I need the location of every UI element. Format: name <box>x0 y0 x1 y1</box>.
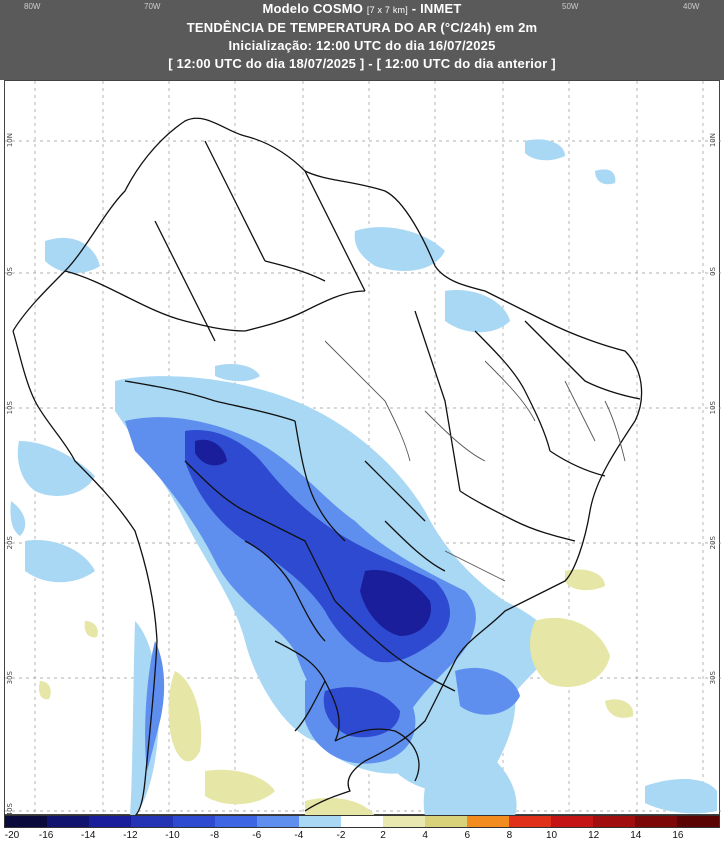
colorbar-bin <box>131 816 173 827</box>
internal-borders <box>324 340 626 582</box>
model-resolution: [7 x 7 km] <box>366 5 408 15</box>
model-org: - INMET <box>411 1 462 16</box>
colorbar-bin <box>257 816 299 827</box>
colorbar-tick-label: -6 <box>252 830 262 841</box>
colorbar-tick-label: 8 <box>506 830 513 841</box>
colorbar-bin <box>299 816 341 827</box>
subtitle: TENDÊNCIA DE TEMPERATURA DO AR (°C/24h) … <box>186 20 538 35</box>
lat-label-20s: 20S <box>6 536 14 550</box>
colorbar-tick-label: 14 <box>630 830 642 841</box>
colorbar-bin <box>173 816 215 827</box>
colorbar-tick-label: -20 <box>4 830 20 841</box>
colorbar-tick-label: 4 <box>422 830 428 841</box>
colorbar-bin <box>635 816 677 827</box>
lon-label-80w: 80W <box>24 2 41 11</box>
colorbar-tick-label: 6 <box>464 830 471 841</box>
colorbar-tick-label: -4 <box>294 830 304 841</box>
title-line: Modelo COSMO [7 x 7 km] - INMET <box>0 0 724 19</box>
valid-period: [ 12:00 UTC do dia 18/07/2025 ] - [ 12:0… <box>168 56 556 71</box>
colorbar-bin <box>551 816 593 827</box>
colorbar-tick-label: 12 <box>588 830 600 841</box>
colorbar-bin <box>5 816 47 827</box>
colorbar-bin <box>215 816 257 827</box>
colorbar-bin <box>677 816 719 827</box>
lat-label-10s-right: 10S <box>709 401 717 415</box>
map-header: 80W 70W 50W 40W Modelo COSMO [7 x 7 km] … <box>0 0 724 80</box>
colorbar-cells <box>4 815 720 828</box>
colorbar-bin <box>425 816 467 827</box>
colorbar-tick-label: -14 <box>81 830 96 841</box>
init-time: Inicialização: 12:00 UTC do dia 16/07/20… <box>228 38 496 53</box>
lon-label-40w: 40W <box>683 2 700 11</box>
lat-label-20s-right: 20S <box>709 536 717 550</box>
lon-label-70w: 70W <box>144 2 161 11</box>
colorbar-bin <box>509 816 551 827</box>
lat-label-30s-right: 30S <box>709 671 717 685</box>
lat-label-30s: 30S <box>6 671 14 685</box>
colorbar-tick-label: 2 <box>380 830 386 841</box>
lat-label-0s: 0S <box>6 267 14 276</box>
lat-label-10s: 10S <box>6 401 14 415</box>
map-canvas <box>5 81 721 816</box>
colorbar-tick-label: 16 <box>672 830 684 841</box>
lat-label-10n-right: 10N <box>709 133 717 148</box>
colorbar-bin <box>89 816 131 827</box>
country-borders <box>12 117 643 816</box>
colorbar-tick-label: -16 <box>38 830 54 841</box>
lat-label-10n: 10N <box>6 133 14 148</box>
temperature-trend-map: 10N 0S 10S 20S 30S 40S 10N 0S 10S 20S 30… <box>4 80 721 816</box>
colorbar-bin <box>467 816 509 827</box>
colorbar-bin <box>383 816 425 827</box>
colorbar-bin <box>593 816 635 827</box>
colorbar-legend: -20 -16 -14 -12 -10 -8 -6 -4 -2 2 4 6 8 10 12 14 16 <box>4 815 720 846</box>
slight-warming-areas <box>39 569 634 816</box>
colorbar-tick-label: -2 <box>336 830 346 841</box>
colorbar-tick-label: -8 <box>210 830 220 841</box>
colorbar-bin <box>47 816 89 827</box>
intense-cooling-core <box>195 439 431 636</box>
colorbar-bin <box>341 816 383 827</box>
colorbar-tick-label: -12 <box>123 830 138 841</box>
lon-label-50w: 50W <box>562 2 579 11</box>
colorbar-tick-label: -10 <box>165 830 180 841</box>
colorbar-tick-label: 10 <box>545 830 558 841</box>
model-name: Modelo COSMO <box>262 1 364 16</box>
lat-label-0s-right: 0S <box>709 267 717 276</box>
